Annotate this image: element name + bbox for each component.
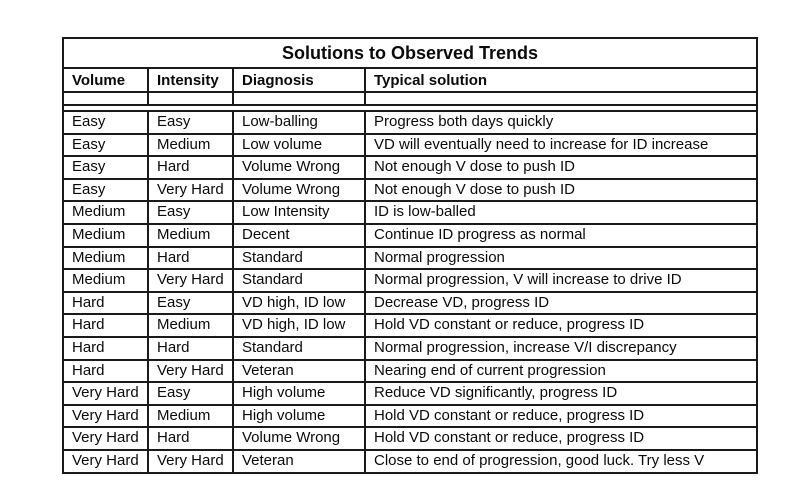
cell-typical-solution: Close to end of progression, good luck. … xyxy=(364,448,758,474)
table-row: Easy Easy Low-balling Progress both days… xyxy=(62,110,758,135)
cell-diagnosis: Standard xyxy=(232,268,366,293)
empty-cell xyxy=(62,91,149,106)
cell-intensity: Hard xyxy=(147,155,234,180)
cell-diagnosis: Standard xyxy=(232,245,366,271)
solutions-table: Solutions to Observed Trends Volume Inte… xyxy=(62,37,758,474)
cell-volume: Medium xyxy=(62,200,149,225)
cell-intensity: Medium xyxy=(147,132,234,158)
cell-intensity: Hard xyxy=(147,426,234,451)
cell-diagnosis: Decent xyxy=(232,222,366,248)
cell-typical-solution: Normal progression, V will increase to d… xyxy=(364,268,758,293)
cell-volume: Hard xyxy=(62,358,149,384)
cell-typical-solution: Hold VD constant or reduce, progress ID xyxy=(364,426,758,451)
table-row: Very Hard Medium High volume Hold VD con… xyxy=(62,403,758,429)
empty-cell xyxy=(364,91,758,106)
cell-volume: Easy xyxy=(62,132,149,158)
cell-intensity: Very Hard xyxy=(147,358,234,384)
cell-volume: Very Hard xyxy=(62,448,149,474)
cell-diagnosis: Low Intensity xyxy=(232,200,366,225)
cell-intensity: Very Hard xyxy=(147,268,234,293)
cell-intensity: Medium xyxy=(147,313,234,338)
table-row: Hard Medium VD high, ID low Hold VD cons… xyxy=(62,313,758,338)
cell-typical-solution: ID is low-balled xyxy=(364,200,758,225)
cell-volume: Easy xyxy=(62,177,149,203)
table-row: Medium Medium Decent Continue ID progres… xyxy=(62,222,758,248)
cell-diagnosis: VD high, ID low xyxy=(232,290,366,316)
table-row: Easy Hard Volume Wrong Not enough V dose… xyxy=(62,155,758,180)
cell-volume: Easy xyxy=(62,155,149,180)
cell-typical-solution: VD will eventually need to increase for … xyxy=(364,132,758,158)
cell-volume: Easy xyxy=(62,110,149,135)
table-row: Easy Medium Low volume VD will eventuall… xyxy=(62,132,758,158)
cell-diagnosis: High volume xyxy=(232,403,366,429)
cell-typical-solution: Not enough V dose to push ID xyxy=(364,177,758,203)
cell-diagnosis: Low-balling xyxy=(232,110,366,135)
cell-diagnosis: Veteran xyxy=(232,358,366,384)
cell-volume: Medium xyxy=(62,222,149,248)
cell-diagnosis: VD high, ID low xyxy=(232,313,366,338)
cell-volume: Medium xyxy=(62,245,149,271)
empty-cell xyxy=(232,91,366,106)
cell-diagnosis: Standard xyxy=(232,335,366,361)
cell-typical-solution: Nearing end of current progression xyxy=(364,358,758,384)
cell-diagnosis: Volume Wrong xyxy=(232,426,366,451)
cell-volume: Very Hard xyxy=(62,381,149,406)
table-row: Medium Hard Standard Normal progression xyxy=(62,245,758,271)
col-header-intensity: Intensity xyxy=(147,67,234,93)
table-row: Very Hard Hard Volume Wrong Hold VD cons… xyxy=(62,426,758,451)
cell-volume: Very Hard xyxy=(62,403,149,429)
cell-typical-solution: Hold VD constant or reduce, progress ID xyxy=(364,403,758,429)
cell-diagnosis: Volume Wrong xyxy=(232,177,366,203)
cell-typical-solution: Normal progression, increase V/I discrep… xyxy=(364,335,758,361)
cell-intensity: Easy xyxy=(147,110,234,135)
spacer-row xyxy=(62,104,758,112)
cell-volume: Medium xyxy=(62,268,149,293)
cell-volume: Hard xyxy=(62,313,149,338)
header-row: Volume Intensity Diagnosis Typical solut… xyxy=(62,67,758,93)
cell-intensity: Medium xyxy=(147,403,234,429)
table-row: Very Hard Very Hard Veteran Close to end… xyxy=(62,448,758,474)
cell-intensity: Hard xyxy=(147,335,234,361)
table-row: Hard Very Hard Veteran Nearing end of cu… xyxy=(62,358,758,384)
col-header-volume: Volume xyxy=(62,67,149,93)
table-row: Medium Very Hard Standard Normal progres… xyxy=(62,268,758,293)
cell-typical-solution: Not enough V dose to push ID xyxy=(364,155,758,180)
cell-intensity: Hard xyxy=(147,245,234,271)
cell-diagnosis: Veteran xyxy=(232,448,366,474)
spacer-cell xyxy=(62,104,758,112)
cell-diagnosis: Volume Wrong xyxy=(232,155,366,180)
cell-typical-solution: Continue ID progress as normal xyxy=(364,222,758,248)
title-row: Solutions to Observed Trends xyxy=(62,37,758,69)
cell-volume: Hard xyxy=(62,290,149,316)
cell-intensity: Medium xyxy=(147,222,234,248)
cell-volume: Hard xyxy=(62,335,149,361)
table-row: Medium Easy Low Intensity ID is low-ball… xyxy=(62,200,758,225)
empty-cell xyxy=(147,91,234,106)
cell-typical-solution: Hold VD constant or reduce, progress ID xyxy=(364,313,758,338)
col-header-diagnosis: Diagnosis xyxy=(232,67,366,93)
table-row: Hard Easy VD high, ID low Decrease VD, p… xyxy=(62,290,758,316)
cell-intensity: Easy xyxy=(147,200,234,225)
cell-volume: Very Hard xyxy=(62,426,149,451)
empty-row xyxy=(62,91,758,106)
col-header-typical-solution: Typical solution xyxy=(364,67,758,93)
cell-intensity: Very Hard xyxy=(147,177,234,203)
cell-typical-solution: Decrease VD, progress ID xyxy=(364,290,758,316)
cell-diagnosis: Low volume xyxy=(232,132,366,158)
cell-intensity: Easy xyxy=(147,290,234,316)
table-row: Hard Hard Standard Normal progression, i… xyxy=(62,335,758,361)
cell-typical-solution: Normal progression xyxy=(364,245,758,271)
cell-intensity: Very Hard xyxy=(147,448,234,474)
cell-typical-solution: Progress both days quickly xyxy=(364,110,758,135)
table-title: Solutions to Observed Trends xyxy=(62,37,758,69)
table-row: Very Hard Easy High volume Reduce VD sig… xyxy=(62,381,758,406)
table-row: Easy Very Hard Volume Wrong Not enough V… xyxy=(62,177,758,203)
cell-intensity: Easy xyxy=(147,381,234,406)
cell-typical-solution: Reduce VD significantly, progress ID xyxy=(364,381,758,406)
cell-diagnosis: High volume xyxy=(232,381,366,406)
